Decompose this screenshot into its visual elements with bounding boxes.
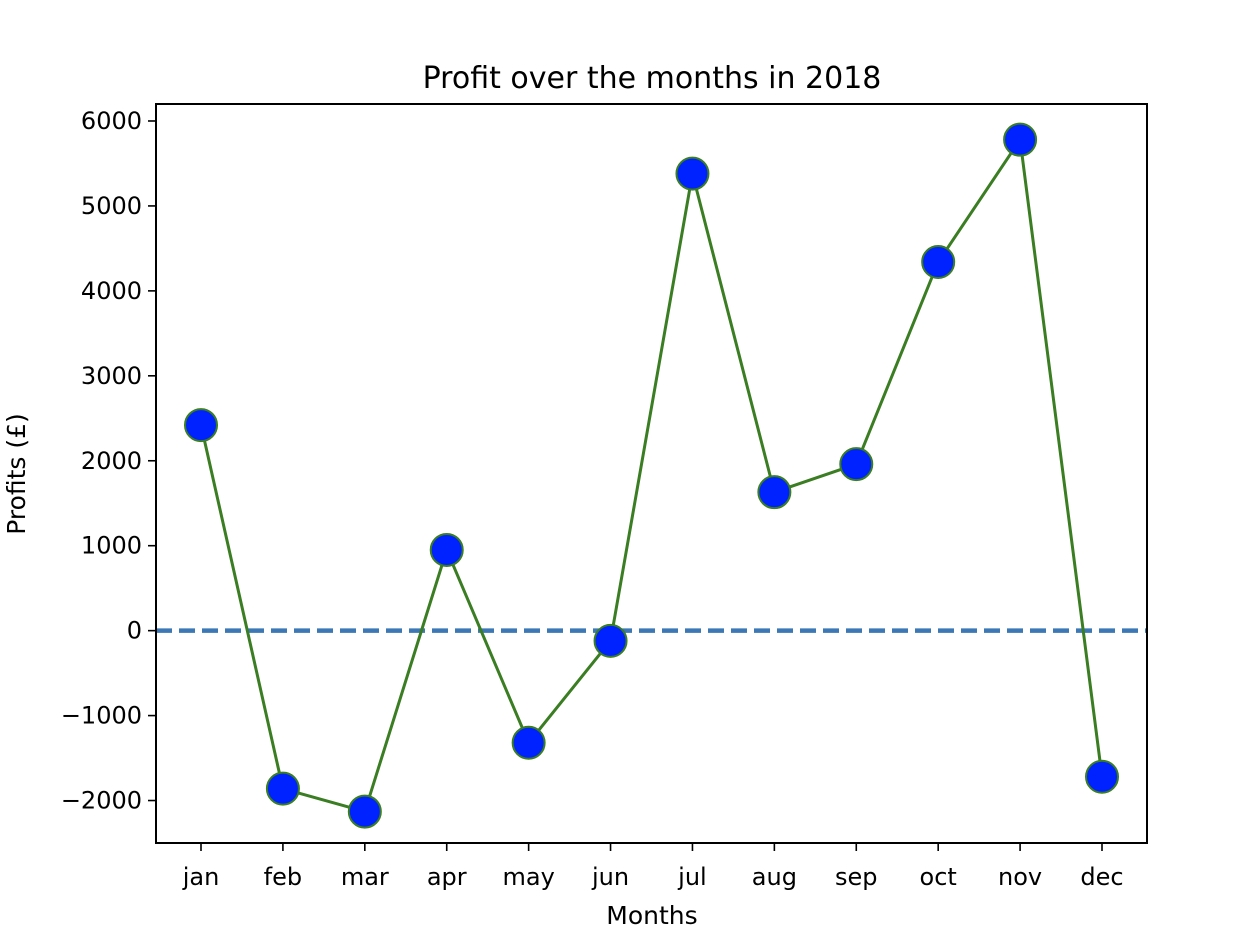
x-tick-label: apr	[427, 863, 467, 891]
data-point-jun	[593, 623, 628, 658]
data-point-aug	[757, 475, 792, 510]
y-tick-label: 6000	[81, 107, 142, 135]
y-tick-label: −1000	[61, 702, 142, 730]
x-tick-label: jul	[677, 863, 707, 891]
x-tick-label: dec	[1080, 863, 1123, 891]
y-axis-label: Profits (£)	[2, 413, 31, 535]
y-tick-label: 2000	[81, 447, 142, 475]
data-point-apr	[429, 532, 464, 567]
x-tick-label: aug	[752, 863, 797, 891]
data-point-oct	[921, 244, 956, 279]
data-point-may	[511, 725, 546, 760]
x-axis: jan feb mar apr may jun jul aug sep oct nov dec	[182, 843, 1124, 891]
data-point-dec	[1085, 759, 1119, 794]
y-axis: −2000 −1000 0 1000 2000 3000 4000 5000 6000	[61, 107, 156, 815]
x-tick-label: jun	[591, 863, 629, 891]
y-tick-label: −2000	[61, 787, 142, 815]
data-point-mar	[347, 794, 382, 829]
plot-area	[156, 104, 1147, 843]
x-tick-label: oct	[920, 863, 957, 891]
x-tick-label: feb	[264, 863, 302, 891]
y-tick-label: 1000	[81, 532, 142, 560]
y-tick-label: 4000	[81, 277, 142, 305]
x-tick-label: nov	[998, 863, 1042, 891]
y-tick-label: 0	[127, 617, 142, 645]
plot-frame	[155, 103, 1148, 844]
data-point-jan	[184, 408, 218, 443]
data-point-nov	[1003, 122, 1038, 157]
data-point-sep	[839, 447, 874, 482]
data-point-jul	[675, 156, 710, 191]
y-tick-label: 3000	[81, 362, 142, 390]
x-tick-label: mar	[341, 863, 389, 891]
x-tick-label: may	[502, 863, 554, 891]
x-tick-label: sep	[835, 863, 878, 891]
data-point-feb	[265, 771, 300, 806]
y-tick-label: 5000	[81, 192, 142, 220]
x-axis-label: Months	[606, 901, 697, 930]
x-tick-label: jan	[182, 863, 220, 891]
chart-title: Profit over the months in 2018	[423, 61, 882, 96]
